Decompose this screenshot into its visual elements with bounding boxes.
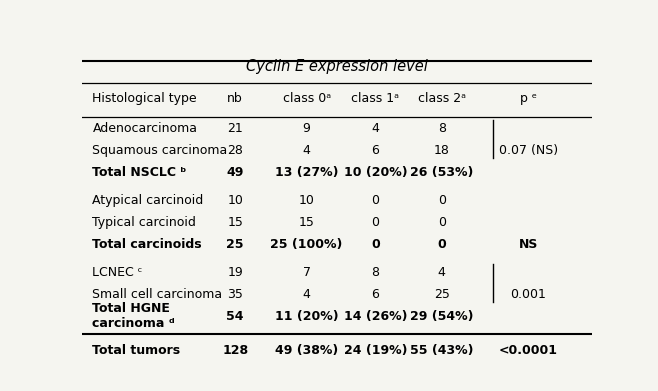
Text: class 1ᵃ: class 1ᵃ xyxy=(351,92,399,105)
Text: 26 (53%): 26 (53%) xyxy=(410,166,474,179)
Text: 49 (38%): 49 (38%) xyxy=(275,344,338,357)
Text: LCNEC ᶜ: LCNEC ᶜ xyxy=(92,265,143,279)
Text: 0: 0 xyxy=(371,238,380,251)
Text: 24 (19%): 24 (19%) xyxy=(343,344,407,357)
Text: 4: 4 xyxy=(303,288,311,301)
Text: Adenocarcinoma: Adenocarcinoma xyxy=(92,122,197,135)
Text: nb: nb xyxy=(228,92,243,105)
Text: 0: 0 xyxy=(438,238,446,251)
Text: 14 (26%): 14 (26%) xyxy=(343,310,407,323)
Text: 8: 8 xyxy=(438,122,445,135)
Text: Typical carcinoid: Typical carcinoid xyxy=(92,216,196,229)
Text: 28: 28 xyxy=(227,143,243,157)
Text: 49: 49 xyxy=(226,166,244,179)
Text: 0: 0 xyxy=(438,194,445,207)
Text: 0.07 (NS): 0.07 (NS) xyxy=(499,143,558,157)
Text: Squamous carcinoma: Squamous carcinoma xyxy=(92,143,228,157)
Text: Histological type: Histological type xyxy=(92,92,197,105)
Text: 9: 9 xyxy=(303,122,311,135)
Text: Cyclin E expression level: Cyclin E expression level xyxy=(246,59,428,74)
Text: 25: 25 xyxy=(434,288,449,301)
Text: 29 (54%): 29 (54%) xyxy=(410,310,474,323)
Text: 13 (27%): 13 (27%) xyxy=(275,166,338,179)
Text: 15: 15 xyxy=(227,216,243,229)
Text: 7: 7 xyxy=(303,265,311,279)
Text: <0.0001: <0.0001 xyxy=(499,344,558,357)
Text: 4: 4 xyxy=(438,265,445,279)
Text: Small cell carcinoma: Small cell carcinoma xyxy=(92,288,222,301)
Text: 25 (100%): 25 (100%) xyxy=(270,238,343,251)
Text: 0.001: 0.001 xyxy=(511,288,546,301)
Text: 0: 0 xyxy=(372,194,380,207)
Text: 10: 10 xyxy=(227,194,243,207)
Text: 6: 6 xyxy=(372,143,380,157)
Text: 128: 128 xyxy=(222,344,248,357)
Text: 0: 0 xyxy=(438,216,445,229)
Text: NS: NS xyxy=(519,238,538,251)
Text: class 2ᵃ: class 2ᵃ xyxy=(418,92,466,105)
Text: 35: 35 xyxy=(227,288,243,301)
Text: class 0ᵃ: class 0ᵃ xyxy=(282,92,331,105)
Text: Total NSCLC ᵇ: Total NSCLC ᵇ xyxy=(92,166,187,179)
Text: 55 (43%): 55 (43%) xyxy=(410,344,474,357)
Text: 25: 25 xyxy=(226,238,244,251)
Text: 6: 6 xyxy=(372,288,380,301)
Text: 10 (20%): 10 (20%) xyxy=(343,166,407,179)
Text: 21: 21 xyxy=(228,122,243,135)
Text: 10: 10 xyxy=(299,194,315,207)
Text: 4: 4 xyxy=(372,122,380,135)
Text: Total tumors: Total tumors xyxy=(92,344,180,357)
Text: 0: 0 xyxy=(372,216,380,229)
Text: Total HGNE
carcinoma ᵈ: Total HGNE carcinoma ᵈ xyxy=(92,302,175,330)
Text: 15: 15 xyxy=(299,216,315,229)
Text: p ᵉ: p ᵉ xyxy=(520,92,537,105)
Text: Total carcinoids: Total carcinoids xyxy=(92,238,202,251)
Text: 11 (20%): 11 (20%) xyxy=(275,310,338,323)
Text: 4: 4 xyxy=(303,143,311,157)
Text: 54: 54 xyxy=(226,310,244,323)
Text: 19: 19 xyxy=(228,265,243,279)
Text: Atypical carcinoid: Atypical carcinoid xyxy=(92,194,204,207)
Text: 8: 8 xyxy=(372,265,380,279)
Text: 18: 18 xyxy=(434,143,449,157)
